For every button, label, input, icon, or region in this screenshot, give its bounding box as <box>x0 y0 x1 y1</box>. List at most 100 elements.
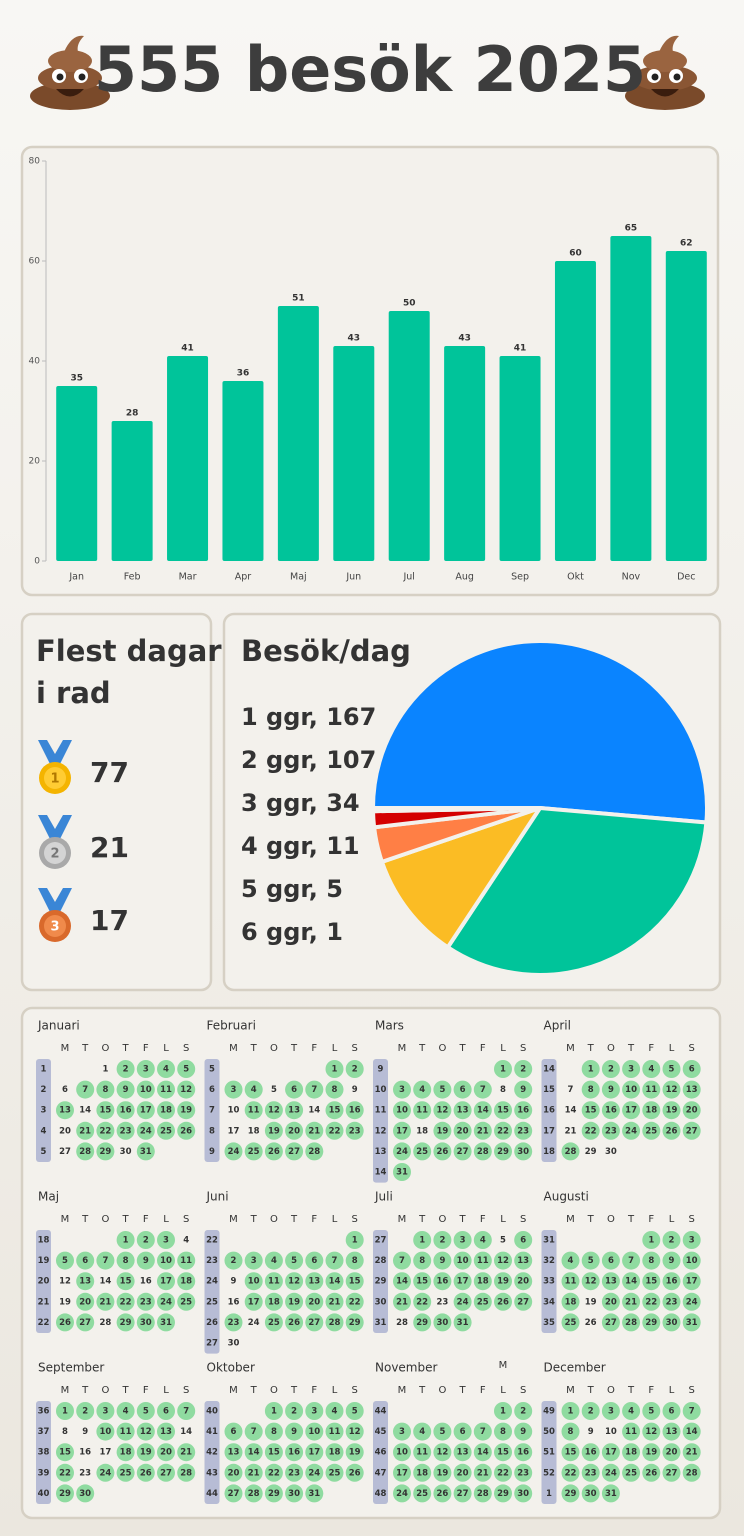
day-number: 7 <box>480 1085 486 1095</box>
week-number: 48 <box>375 1489 387 1499</box>
visit-marker <box>345 1101 364 1120</box>
day-number: 7 <box>628 1256 634 1266</box>
day-number: 23 <box>517 1468 529 1478</box>
week-bar <box>373 1230 388 1333</box>
visit-marker <box>157 1272 175 1291</box>
visit-marker <box>662 1121 681 1140</box>
day-number: 13 <box>308 1277 320 1287</box>
pie-slice <box>370 806 542 814</box>
visit-marker <box>76 1272 95 1291</box>
visit-marker <box>514 1121 533 1140</box>
visit-marker <box>622 1292 641 1311</box>
visit-marker <box>494 1402 512 1420</box>
day-number: 6 <box>82 1256 88 1266</box>
visit-marker <box>413 1292 432 1311</box>
visit-marker <box>264 1422 283 1441</box>
visit-marker <box>224 1484 243 1503</box>
week-number: 39 <box>38 1468 50 1478</box>
week-number: 44 <box>206 1489 218 1499</box>
day-number: 23 <box>120 1126 132 1136</box>
visit-marker <box>413 1484 432 1503</box>
day-number: 27 <box>666 1468 678 1478</box>
day-number: 5 <box>62 1256 68 1266</box>
day-number: 11 <box>268 1277 280 1287</box>
weekday-label: L <box>500 1214 506 1225</box>
visit-marker <box>96 1121 115 1140</box>
month-name: Mars <box>375 1019 404 1033</box>
visit-marker <box>413 1080 432 1099</box>
visit-marker <box>285 1463 304 1482</box>
weekday-label: M <box>229 1214 238 1225</box>
week-number: 36 <box>38 1407 50 1417</box>
week-number: 3 <box>41 1106 47 1116</box>
day-number: 4 <box>183 1236 189 1246</box>
day-number: 15 <box>329 1106 341 1116</box>
day-number: 11 <box>625 1427 637 1437</box>
day-number: 16 <box>517 1106 529 1116</box>
day-number: 11 <box>180 1256 192 1266</box>
visit-marker <box>413 1142 432 1161</box>
day-number: 15 <box>268 1448 280 1458</box>
day-number: 19 <box>436 1468 448 1478</box>
visit-marker <box>177 1402 196 1420</box>
visit-marker <box>345 1121 364 1140</box>
day-number: 25 <box>565 1318 577 1328</box>
day-number: 21 <box>180 1448 192 1458</box>
day-number: 19 <box>59 1297 71 1307</box>
day-number: 30 <box>436 1318 448 1328</box>
day-number: 23 <box>228 1318 240 1328</box>
day-number: 4 <box>419 1085 425 1095</box>
weekday-label: O <box>101 1385 109 1396</box>
bar <box>499 356 541 561</box>
day-number: 6 <box>689 1065 695 1075</box>
day-number: 8 <box>102 1085 108 1095</box>
week-number: 25 <box>206 1297 218 1307</box>
visit-marker <box>136 1121 155 1140</box>
x-tick-label: Jun <box>345 572 361 583</box>
weekday-label: S <box>689 1214 695 1225</box>
day-number: 14 <box>625 1277 637 1287</box>
day-number: 3 <box>311 1407 317 1417</box>
week-number: 31 <box>543 1236 555 1246</box>
visit-marker <box>56 1463 74 1482</box>
weekday-label: O <box>607 1385 615 1396</box>
week-number: 9 <box>378 1065 384 1075</box>
weekday-label: F <box>311 1385 317 1396</box>
weekday-label: T <box>250 1385 258 1396</box>
day-number: 31 <box>308 1489 320 1499</box>
day-number: 18 <box>625 1448 637 1458</box>
y-tick-label: 0 <box>34 557 40 567</box>
visit-marker <box>76 1402 95 1420</box>
visit-marker <box>514 1142 533 1161</box>
visit-marker <box>662 1443 681 1462</box>
day-number: 9 <box>143 1256 149 1266</box>
value-label: 41 <box>514 344 527 354</box>
visit-marker <box>136 1402 155 1420</box>
day-number: 17 <box>308 1448 320 1458</box>
day-number: 5 <box>291 1256 297 1266</box>
weekday-label: L <box>669 1043 675 1054</box>
visit-marker <box>601 1272 620 1291</box>
weekday-label: T <box>81 1214 89 1225</box>
visit-marker <box>473 1101 492 1120</box>
day-number: 25 <box>268 1318 280 1328</box>
visit-marker <box>116 1251 135 1270</box>
week-number: 51 <box>543 1448 555 1458</box>
day-number: 22 <box>329 1126 341 1136</box>
day-number: 4 <box>648 1065 654 1075</box>
day-number: 9 <box>82 1427 88 1437</box>
weekday-label: O <box>270 1043 278 1054</box>
week-number: 31 <box>375 1318 387 1328</box>
weekday-label: F <box>311 1043 317 1054</box>
pie-slice <box>379 806 542 950</box>
visit-marker <box>325 1060 344 1078</box>
visit-marker <box>601 1060 620 1078</box>
week-number: 9 <box>209 1147 215 1157</box>
visit-marker <box>224 1080 243 1099</box>
visit-marker <box>662 1272 681 1291</box>
day-number: 19 <box>268 1126 280 1136</box>
visit-marker <box>581 1251 600 1270</box>
day-number: 11 <box>160 1085 172 1095</box>
pie-title: Besök/dag <box>241 634 411 668</box>
weekday-label: M <box>398 1214 407 1225</box>
